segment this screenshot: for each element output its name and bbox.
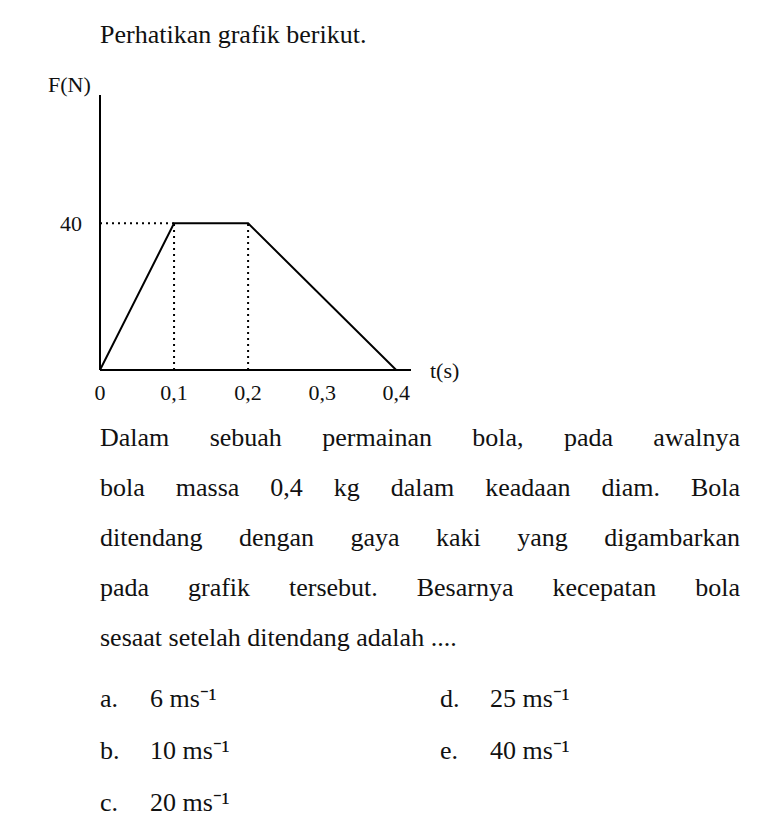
html-text:20 ms⁻¹: 20 ms⁻¹ (150, 788, 230, 817)
html-text:Perhatikan grafik berikut.: Perhatikan grafik berikut. (100, 20, 367, 49)
html-text:a.: a. (100, 684, 118, 713)
html-text:Dalam sebuah permainan bola, p: Dalam sebuah permainan bola, pada awalny… (100, 423, 740, 452)
html-text:25 ms⁻¹: 25 ms⁻¹ (490, 684, 570, 713)
html-text:sesaat setelah ditendang adala: sesaat setelah ditendang adalah .... (100, 623, 457, 652)
html-text:e.: e. (440, 736, 458, 765)
svg-text:40: 40 (60, 211, 82, 236)
html-text:10 ms⁻¹: 10 ms⁻¹ (150, 736, 230, 765)
html-text:d.: d. (440, 684, 460, 713)
html-text:F(N): F(N) (48, 72, 91, 97)
html-text:pada grafik tersebut. Besarnya: pada grafik tersebut. Besarnya kecepatan… (100, 573, 740, 602)
svg-text:0,2: 0,2 (234, 380, 262, 405)
html-text:ditendang dengan gaya kaki yan: ditendang dengan gaya kaki yang digambar… (100, 523, 740, 552)
html-text:bola massa 0,4 kg dalam keadaa: bola massa 0,4 kg dalam keadaan diam. Bo… (100, 473, 740, 502)
html-text:t(s): t(s) (430, 358, 460, 383)
html-text:40 ms⁻¹: 40 ms⁻¹ (490, 736, 570, 765)
svg-text:0,4: 0,4 (382, 380, 410, 405)
html-text:c.: c. (100, 788, 118, 817)
svg-text:0,3: 0,3 (308, 380, 336, 405)
html-text:6 ms⁻¹: 6 ms⁻¹ (150, 684, 217, 713)
html-text:b.: b. (100, 736, 120, 765)
svg-text:0: 0 (95, 380, 106, 405)
svg-text:0,1: 0,1 (160, 380, 188, 405)
